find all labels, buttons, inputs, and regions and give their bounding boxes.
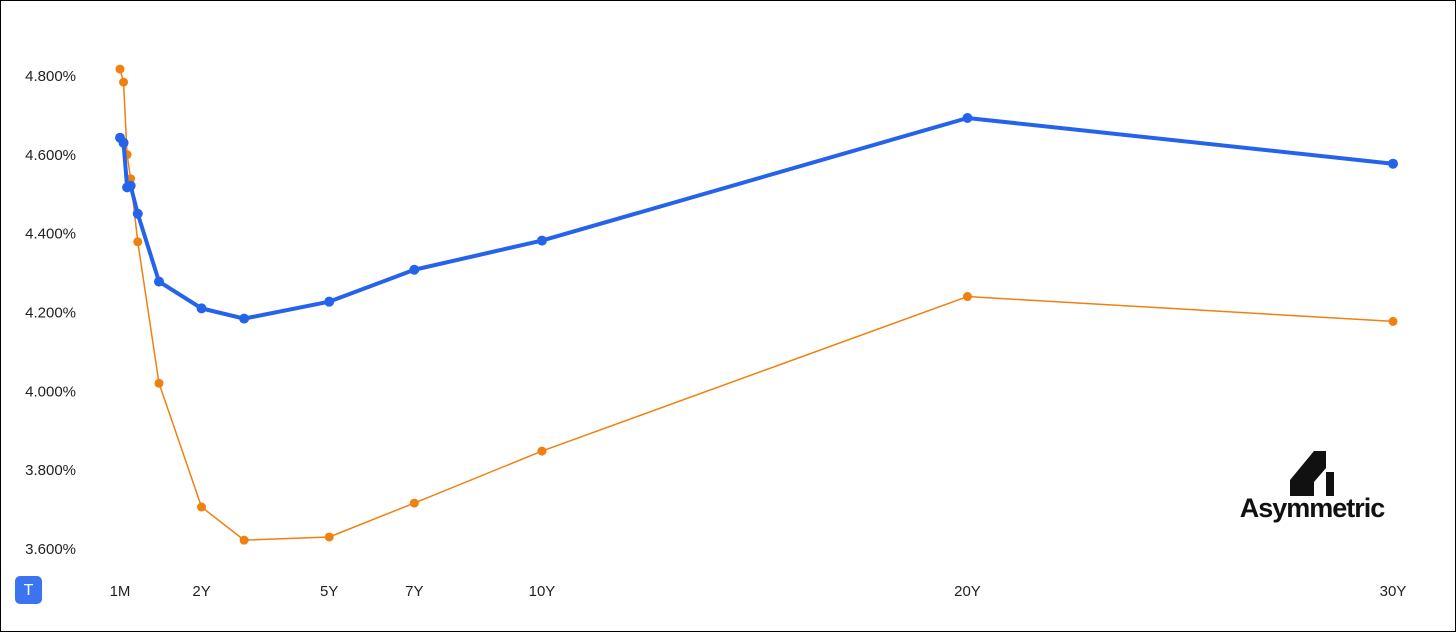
- x-tick-label: 10Y: [529, 583, 556, 600]
- button-label[interactable]: T: [24, 582, 34, 599]
- data-point: [1388, 316, 1398, 326]
- x-tick-label: 2Y: [192, 583, 210, 600]
- data-point: [115, 64, 125, 74]
- button-bg[interactable]: [15, 576, 42, 604]
- logo-mark: [1326, 472, 1334, 496]
- data-point: [132, 208, 143, 219]
- data-point: [239, 313, 250, 324]
- y-tick-label: 4.000%: [25, 383, 76, 400]
- y-tick-label: 4.800%: [25, 68, 76, 85]
- data-point: [1388, 158, 1398, 169]
- logo: Asymmetric: [1240, 451, 1386, 523]
- data-point: [133, 237, 143, 247]
- data-point: [962, 292, 972, 302]
- data-point: [536, 235, 547, 246]
- data-point: [118, 137, 129, 148]
- data-point: [239, 535, 249, 545]
- y-tick-label: 4.200%: [25, 304, 76, 321]
- data-point: [125, 180, 136, 191]
- logo-text: Asymmetric: [1240, 493, 1386, 523]
- data-point: [537, 446, 547, 456]
- logo-mark: [1290, 451, 1326, 496]
- toolbar-button[interactable]: T: [15, 576, 42, 604]
- y-tick-label: 4.600%: [25, 147, 76, 164]
- data-point: [962, 112, 973, 123]
- data-point: [324, 296, 335, 307]
- data-point: [154, 378, 164, 388]
- x-tick-label: 30Y: [1380, 583, 1407, 600]
- x-tick-label: 20Y: [954, 583, 981, 600]
- y-tick-label: 3.600%: [25, 541, 76, 558]
- x-tick-label: 7Y: [405, 583, 423, 600]
- data-point: [196, 303, 207, 314]
- y-tick-label: 3.800%: [25, 462, 76, 479]
- data-point: [324, 532, 334, 542]
- data-point: [409, 264, 420, 275]
- data-point: [119, 77, 129, 87]
- data-point: [197, 502, 207, 512]
- data-point: [154, 276, 165, 287]
- x-tick-label: 5Y: [320, 583, 338, 600]
- x-tick-label: 1M: [110, 583, 131, 600]
- data-point: [409, 498, 419, 508]
- y-tick-label: 4.400%: [25, 226, 76, 243]
